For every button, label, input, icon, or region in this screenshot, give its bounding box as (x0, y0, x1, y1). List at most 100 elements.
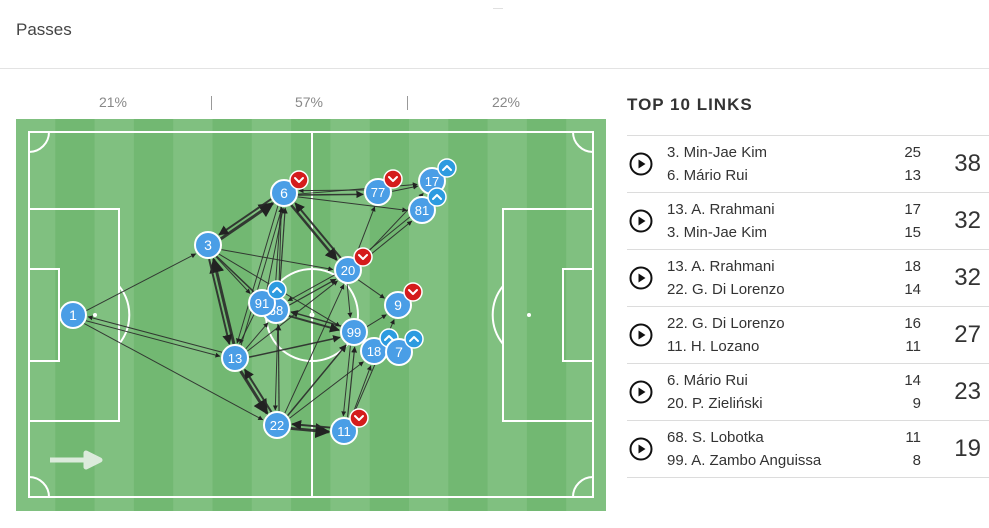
pass-link (247, 280, 338, 352)
substituted-on-icon (404, 329, 424, 349)
player-number: 13 (228, 351, 242, 366)
player-circle (408, 196, 436, 224)
player-node[interactable]: 99 (340, 318, 368, 346)
link-row: 22. G. Di Lorenzo 16 11. H. Lozano 11 27 (627, 306, 989, 363)
player-circle (334, 256, 362, 284)
play-icon[interactable] (629, 437, 653, 461)
player-b-count: 8 (912, 452, 921, 469)
player-node[interactable]: 91 (248, 280, 287, 317)
pass-link (287, 344, 347, 417)
link-total: 27 (954, 321, 981, 348)
player-node[interactable]: 6 (270, 170, 309, 207)
player-b-count: 9 (912, 395, 921, 412)
play-icon[interactable] (629, 152, 653, 176)
player-node[interactable]: 20 (334, 247, 373, 284)
pass-link (219, 202, 275, 241)
pass-link (346, 346, 358, 418)
substituted-off-icon (349, 408, 369, 428)
pass-link (243, 368, 273, 413)
link-row: 68. S. Lobotka 11 99. A. Zambo Anguissa … (627, 420, 989, 477)
pass-link (291, 419, 331, 430)
pass-link (236, 205, 279, 344)
top-links-list: 3. Min-Jae Kim 25 6. Mário Rui 13 38 13.… (627, 135, 989, 490)
player-node[interactable]: 22 (263, 411, 291, 439)
pass-link (357, 279, 385, 299)
player-b-name: 22. G. Di Lorenzo (667, 281, 785, 298)
player-a-count: 18 (904, 258, 921, 275)
pass-link (87, 315, 223, 353)
player-a-count: 17 (904, 201, 921, 218)
player-b-count: 11 (905, 338, 921, 355)
player-number: 17 (425, 174, 439, 189)
player-b-name: 99. A. Zambo Anguissa (667, 452, 822, 469)
pass-link (248, 335, 341, 358)
player-b-name: 20. P. Zieliński (667, 395, 763, 412)
pass-link (85, 320, 221, 358)
pitch-stripe (448, 119, 488, 511)
player-node[interactable]: 13 (221, 344, 249, 372)
player-number: 22 (270, 418, 284, 433)
player-number: 91 (255, 296, 269, 311)
substituted-on-icon (427, 187, 447, 207)
pass-link (297, 196, 408, 213)
pitch-stripe (133, 119, 174, 511)
substituted-on-icon (437, 158, 457, 178)
player-a-name: 3. Min-Jae Kim (667, 144, 768, 161)
player-node[interactable]: 9 (384, 282, 423, 319)
substituted-off-icon (403, 282, 423, 302)
pass-link (272, 206, 282, 296)
player-circle (221, 344, 249, 372)
zone-separator (407, 96, 408, 110)
zone-defensive: 21% (98, 94, 128, 110)
pass-link (208, 258, 233, 345)
play-icon[interactable] (629, 323, 653, 347)
pass-link (298, 190, 364, 199)
player-a-count: 11 (905, 429, 921, 446)
substituted-off-icon (383, 169, 403, 189)
zone-percentages: 21% 57% 22% (16, 94, 606, 114)
player-node[interactable]: 77 (364, 169, 403, 206)
pass-link (215, 256, 251, 294)
pass-link (298, 188, 364, 194)
link-total: 32 (954, 207, 981, 234)
player-node[interactable]: 3 (194, 231, 222, 259)
play-icon[interactable] (629, 266, 653, 290)
pass-link (392, 184, 419, 192)
player-a-count: 14 (904, 372, 921, 389)
pass-link (290, 310, 342, 327)
player-a-count: 16 (904, 315, 921, 332)
player-node[interactable]: 81 (408, 187, 447, 224)
player-b-count: 13 (904, 167, 921, 184)
pass-link (289, 278, 337, 306)
page-title: Passes (16, 20, 72, 39)
zone-attacking: 22% (491, 94, 521, 110)
pass-link (275, 324, 282, 411)
player-circle (59, 301, 87, 329)
player-a-name: 68. S. Lobotka (667, 429, 764, 446)
player-b-name: 6. Mário Rui (667, 167, 748, 184)
player-circle (330, 417, 358, 445)
play-icon[interactable] (629, 209, 653, 233)
player-node[interactable]: 11 (330, 408, 369, 445)
attack-direction-arrow-icon (50, 450, 103, 470)
player-circle (270, 179, 298, 207)
pass-link (290, 204, 338, 261)
play-icon[interactable] (629, 380, 653, 404)
pass-link (84, 323, 264, 421)
link-total: 23 (954, 378, 981, 405)
player-node[interactable]: 7 (385, 329, 424, 366)
player-node[interactable]: 1 (59, 301, 87, 329)
player-number: 3 (204, 237, 212, 253)
link-total: 19 (954, 435, 981, 462)
player-a-name: 22. G. Di Lorenzo (667, 315, 785, 332)
pass-link (239, 314, 255, 345)
pass-link (284, 284, 345, 414)
player-circle (364, 178, 392, 206)
pass-link (346, 284, 353, 318)
player-number: 81 (415, 203, 429, 218)
penalty-spot (527, 313, 531, 317)
player-a-count: 25 (904, 144, 921, 161)
player-number: 99 (347, 325, 361, 340)
